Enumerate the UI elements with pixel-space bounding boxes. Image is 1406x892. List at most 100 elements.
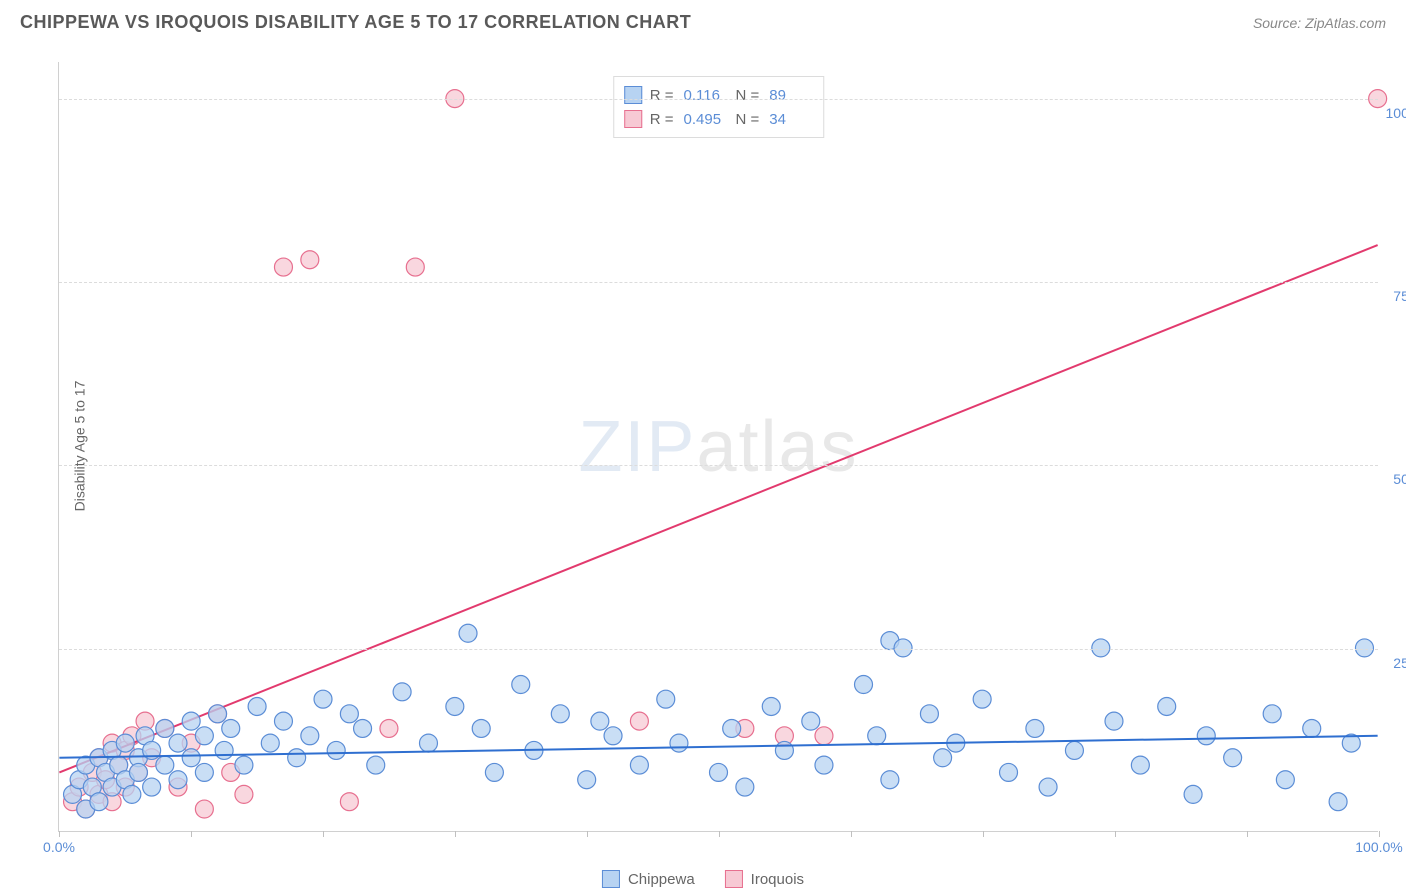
data-point: [215, 741, 233, 759]
data-point: [1026, 719, 1044, 737]
x-tick-label: 0.0%: [43, 839, 75, 855]
data-point: [1184, 785, 1202, 803]
data-point: [182, 712, 200, 730]
data-point: [123, 785, 141, 803]
data-point: [195, 727, 213, 745]
data-point: [1276, 771, 1294, 789]
data-point: [485, 763, 503, 781]
data-point: [301, 251, 319, 269]
correlation-legend: R = 0.116 N = 89 R = 0.495 N = 34: [613, 76, 825, 138]
data-point: [1303, 719, 1321, 737]
regression-line: [59, 245, 1377, 772]
data-point: [209, 705, 227, 723]
legend-label-chippewa: Chippewa: [628, 871, 695, 888]
data-point: [248, 698, 266, 716]
data-point: [1158, 698, 1176, 716]
data-point: [116, 734, 134, 752]
gridline: [59, 99, 1378, 100]
data-point: [512, 676, 530, 694]
data-point: [288, 749, 306, 767]
data-point: [881, 771, 899, 789]
data-point: [472, 719, 490, 737]
x-tick: [455, 831, 456, 837]
gridline: [59, 649, 1378, 650]
data-point: [920, 705, 938, 723]
data-point: [551, 705, 569, 723]
r-label: R =: [650, 87, 674, 104]
data-point: [446, 698, 464, 716]
legend-swatch-chippewa: [624, 86, 642, 104]
data-point: [973, 690, 991, 708]
data-point: [670, 734, 688, 752]
data-point: [459, 624, 477, 642]
n-value-chippewa: 89: [769, 87, 813, 104]
data-point: [327, 741, 345, 759]
data-point: [301, 727, 319, 745]
data-point: [274, 712, 292, 730]
data-point: [1197, 727, 1215, 745]
y-tick-label: 25.0%: [1393, 655, 1406, 671]
data-point: [419, 734, 437, 752]
x-tick: [719, 831, 720, 837]
chart-title: CHIPPEWA VS IROQUOIS DISABILITY AGE 5 TO…: [20, 12, 691, 33]
x-tick: [323, 831, 324, 837]
data-point: [195, 800, 213, 818]
data-point: [815, 727, 833, 745]
chart-container: ZIPatlas R = 0.116 N = 89 R = 0.495 N = …: [48, 52, 1388, 834]
x-tick: [1115, 831, 1116, 837]
data-point: [630, 712, 648, 730]
data-point: [578, 771, 596, 789]
legend-swatch-chippewa-bottom: [602, 870, 620, 888]
n-label: N =: [736, 87, 760, 104]
data-point: [630, 756, 648, 774]
data-point: [1224, 749, 1242, 767]
data-point: [222, 719, 240, 737]
series-legend: Chippewa Iroquois: [602, 870, 804, 888]
data-point: [723, 719, 741, 737]
data-point: [235, 756, 253, 774]
data-point: [855, 676, 873, 694]
data-point: [380, 719, 398, 737]
data-point: [235, 785, 253, 803]
n-label: N =: [736, 111, 760, 128]
data-point: [261, 734, 279, 752]
data-point: [868, 727, 886, 745]
data-point: [710, 763, 728, 781]
x-tick: [1379, 831, 1380, 837]
x-tick: [191, 831, 192, 837]
plot-area: ZIPatlas R = 0.116 N = 89 R = 0.495 N = …: [58, 62, 1378, 832]
data-point: [1131, 756, 1149, 774]
data-point: [156, 719, 174, 737]
gridline: [59, 282, 1378, 283]
data-point: [169, 771, 187, 789]
data-point: [340, 793, 358, 811]
data-point: [314, 690, 332, 708]
legend-row-chippewa: R = 0.116 N = 89: [624, 83, 814, 107]
n-value-iroquois: 34: [769, 111, 813, 128]
data-point: [90, 793, 108, 811]
r-value-iroquois: 0.495: [684, 111, 728, 128]
source-attribution: Source: ZipAtlas.com: [1253, 15, 1386, 31]
x-tick-label: 100.0%: [1355, 839, 1402, 855]
data-point: [1065, 741, 1083, 759]
x-tick: [983, 831, 984, 837]
plot-svg: [59, 62, 1378, 831]
data-point: [406, 258, 424, 276]
legend-item-iroquois: Iroquois: [725, 870, 804, 888]
data-point: [156, 756, 174, 774]
data-point: [591, 712, 609, 730]
data-point: [143, 778, 161, 796]
data-point: [1000, 763, 1018, 781]
y-tick-label: 75.0%: [1393, 288, 1406, 304]
data-point: [815, 756, 833, 774]
data-point: [736, 778, 754, 796]
data-point: [657, 690, 675, 708]
gridline: [59, 465, 1378, 466]
regression-line: [59, 736, 1377, 758]
legend-swatch-iroquois: [624, 110, 642, 128]
data-point: [1329, 793, 1347, 811]
data-point: [1105, 712, 1123, 730]
data-point: [762, 698, 780, 716]
y-tick-label: 50.0%: [1393, 471, 1406, 487]
x-tick: [59, 831, 60, 837]
